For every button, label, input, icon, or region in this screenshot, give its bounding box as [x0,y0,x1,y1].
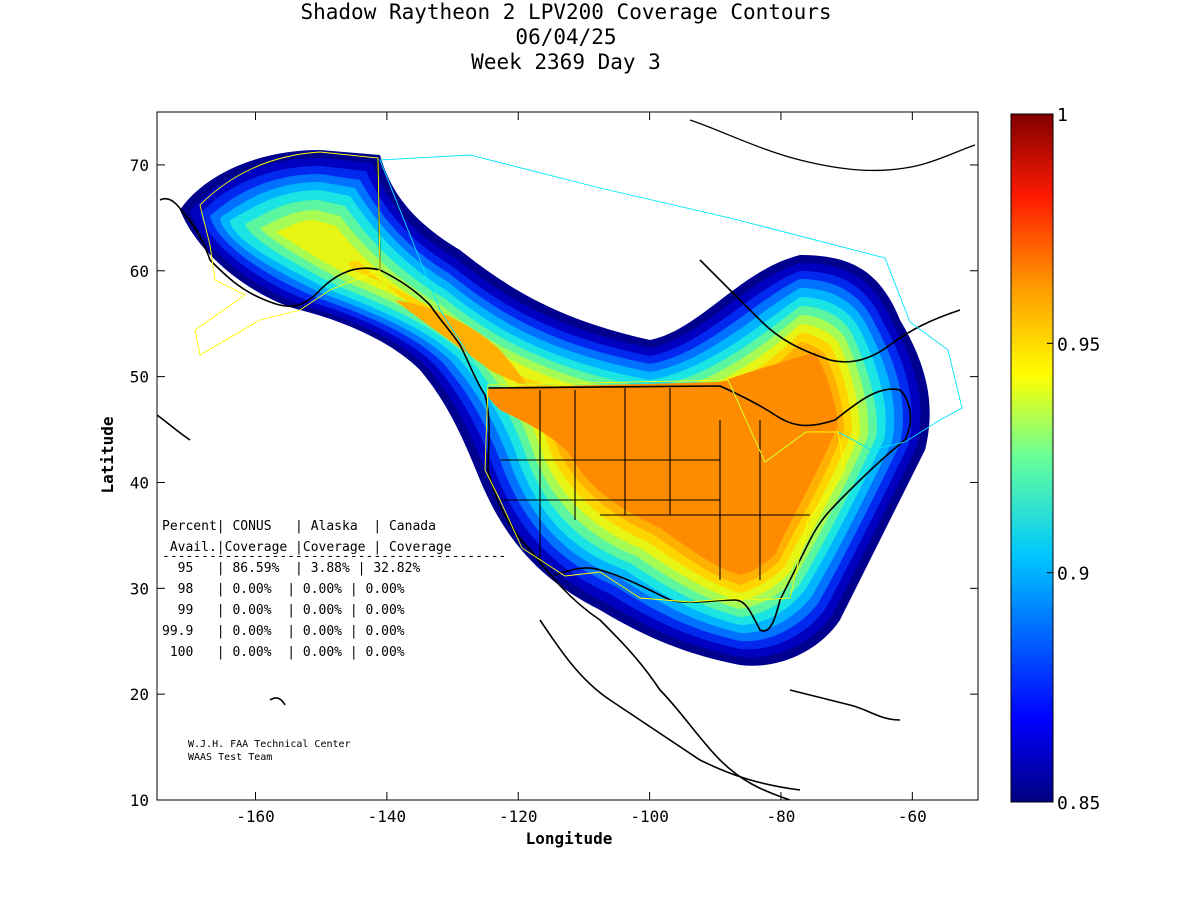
colorbar-gradient [1011,114,1053,802]
table-row: 95 | 86.59% | 3.88% | 32.82% [162,561,420,576]
mexico-coast-line [539,619,801,791]
x-tick-label: -60 [898,807,927,826]
x-axis-ticks: -160 -140 -120 -100 -80 -60 [236,112,927,826]
x-tick-label: -160 [236,807,275,826]
credits-line-1: W.J.H. FAA Technical Center [188,739,351,750]
colorbar-tick-label: 0.85 [1057,793,1100,814]
table-row: 99 | 0.00% | 0.00% | 0.00% [162,603,405,618]
colorbar-frame [1010,113,1054,803]
title-line-3: Week 2369 Day 3 [471,50,661,74]
y-axis-ticks: 10 20 30 40 50 60 70 [130,156,978,810]
arctic-islands-line [689,119,976,172]
x-tick-label: -100 [630,807,669,826]
alaska-service-outline [194,151,381,356]
state-lines [500,388,810,580]
y-axis-label: Latitude [98,416,117,493]
caribbean-line [789,689,901,721]
title-line-2: 06/04/25 [515,25,617,49]
colorbar-tick-label: 0.95 [1057,334,1100,355]
y-tick-label: 60 [130,262,149,281]
hawaii-line [269,697,286,706]
hudson-bay-line [699,259,961,363]
table-row: 100 | 0.00% | 0.00% | 0.00% [162,645,405,660]
credits: W.J.H. FAA Technical Center WAAS Test Te… [188,739,351,763]
conus-service-outline [484,379,846,603]
plot-frame [156,111,979,801]
colorbar-ticks: 0.85 0.9 0.95 1 [1047,105,1100,814]
chart-title: Shadow Raytheon 2 LPV200 Coverage Contou… [0,0,1132,75]
y-tick-label: 20 [130,685,149,704]
pacific-coast-line [159,197,791,800]
x-tick-label: -120 [499,807,538,826]
coverage-contours [180,150,930,666]
table-header-1: Percent| CONUS | Alaska | Canada [162,519,436,534]
table-header-2: Avail.|Coverage |Coverage | Coverage [162,540,452,555]
table-row: 99.9 | 0.00% | 0.00% | 0.00% [162,624,405,639]
y-tick-label: 10 [130,791,149,810]
availability-table: Percent| CONUS | Alaska | Canada Avail.|… [162,519,506,660]
x-tick-label: -80 [767,807,796,826]
table-row: 98 | 0.00% | 0.00% | 0.00% [162,582,405,597]
y-tick-label: 70 [130,156,149,175]
x-tick-label: -140 [368,807,407,826]
credits-line-2: WAAS Test Team [188,752,272,763]
y-tick-label: 50 [130,368,149,387]
title-line-1: Shadow Raytheon 2 LPV200 Coverage Contou… [300,0,832,24]
y-tick-label: 30 [130,579,149,598]
coastlines [157,119,976,800]
table-rule: ----------------------------------------… [162,549,506,564]
x-axis-label: Longitude [526,829,613,848]
aleutian-line [157,413,191,441]
y-tick-label: 40 [130,473,149,492]
colorbar-tick-label: 1 [1057,105,1068,126]
colorbar-tick-label: 0.9 [1057,564,1090,585]
